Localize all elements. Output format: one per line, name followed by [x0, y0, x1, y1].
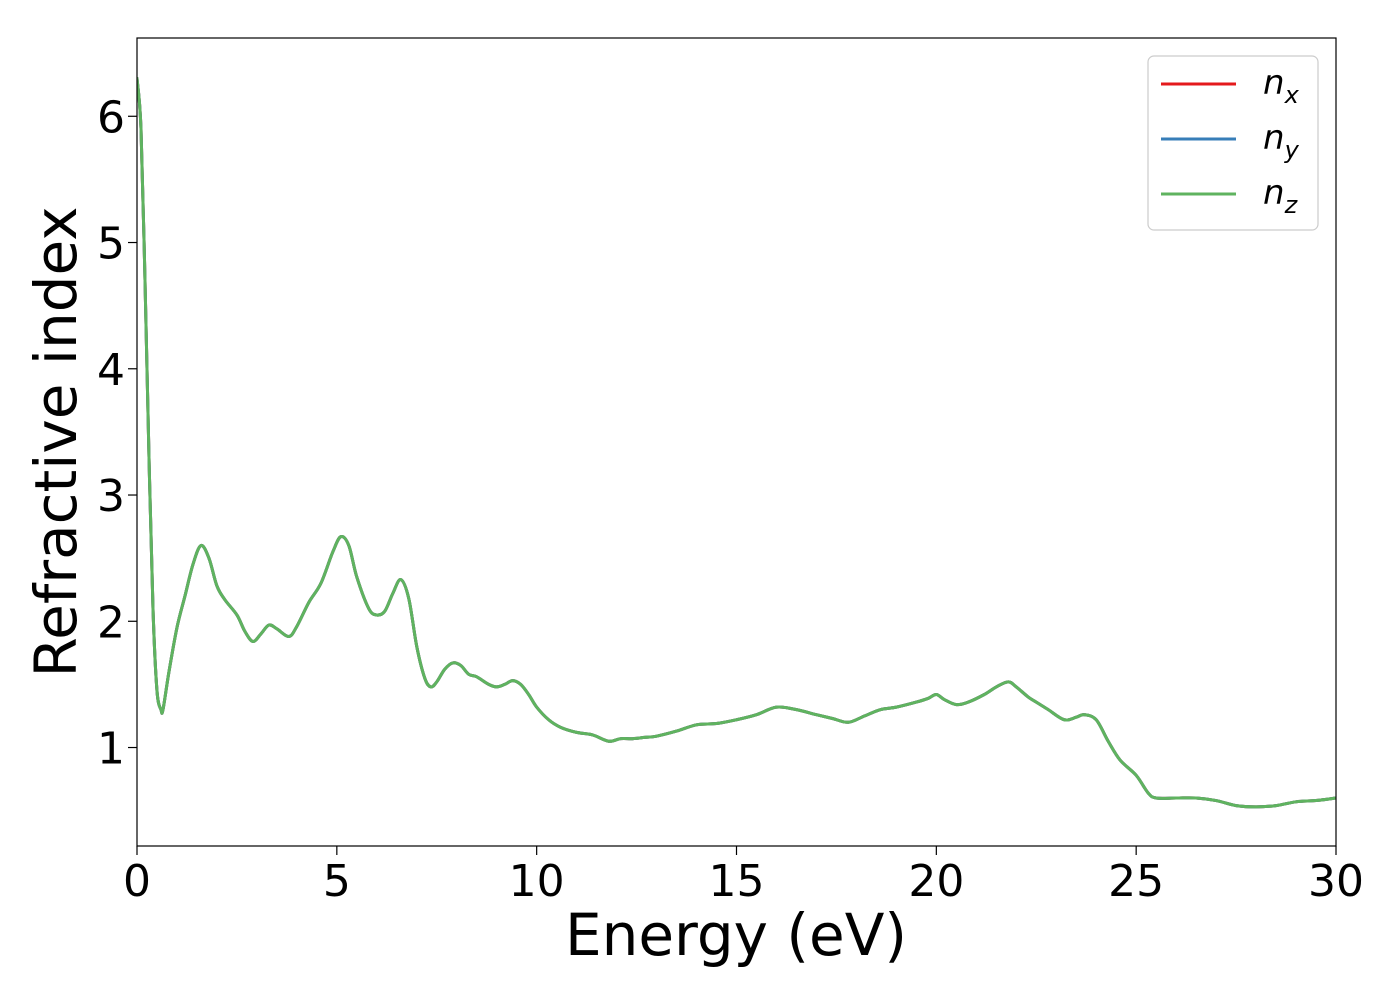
x-tick-label: 5	[323, 856, 351, 907]
x-tick-label: 20	[908, 856, 964, 907]
y-axis-title: Refractive index	[22, 206, 90, 677]
y-axis-ticks: 1 2 3 4 5 6	[97, 92, 137, 775]
y-tick-label: 3	[97, 471, 125, 522]
series-line-nz	[137, 76, 1336, 809]
x-axis-title: Energy (eV)	[565, 901, 907, 969]
y-tick-label: 5	[97, 219, 125, 270]
x-tick-label: 25	[1108, 856, 1164, 907]
x-tick-label: 30	[1308, 856, 1364, 907]
y-tick-label: 6	[97, 92, 125, 143]
x-tick-label: 15	[709, 856, 765, 907]
y-tick-label: 4	[97, 345, 125, 396]
x-tick-label: 10	[509, 856, 565, 907]
y-tick-label: 2	[97, 597, 125, 648]
y-tick-label: 1	[97, 724, 125, 775]
plot-lines	[137, 76, 1336, 809]
x-axis-ticks: 0 5 10 15 20 25 30	[123, 846, 1364, 907]
legend-box	[1147, 55, 1319, 231]
x-tick-label: 0	[123, 856, 151, 907]
